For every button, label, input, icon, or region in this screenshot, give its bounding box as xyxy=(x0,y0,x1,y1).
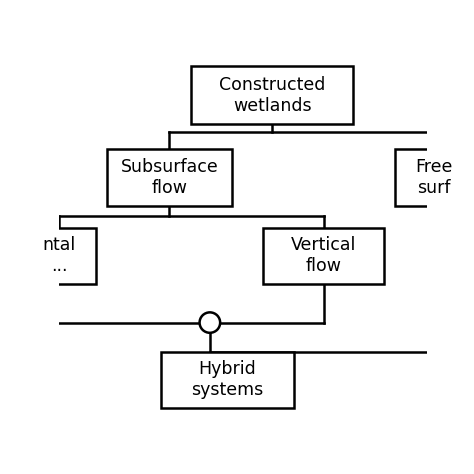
FancyBboxPatch shape xyxy=(191,66,353,124)
Circle shape xyxy=(200,312,220,333)
Text: Subsurface
flow: Subsurface flow xyxy=(120,158,219,197)
FancyBboxPatch shape xyxy=(263,228,384,284)
FancyBboxPatch shape xyxy=(107,149,232,206)
FancyBboxPatch shape xyxy=(22,228,96,284)
Text: ntal
...: ntal ... xyxy=(43,237,76,275)
Text: Free
surf: Free surf xyxy=(415,158,453,197)
Text: Vertical
flow: Vertical flow xyxy=(291,237,356,275)
Text: Constructed
wetlands: Constructed wetlands xyxy=(219,76,326,115)
FancyBboxPatch shape xyxy=(161,352,293,408)
Text: Hybrid
systems: Hybrid systems xyxy=(191,361,264,399)
FancyBboxPatch shape xyxy=(395,149,473,206)
